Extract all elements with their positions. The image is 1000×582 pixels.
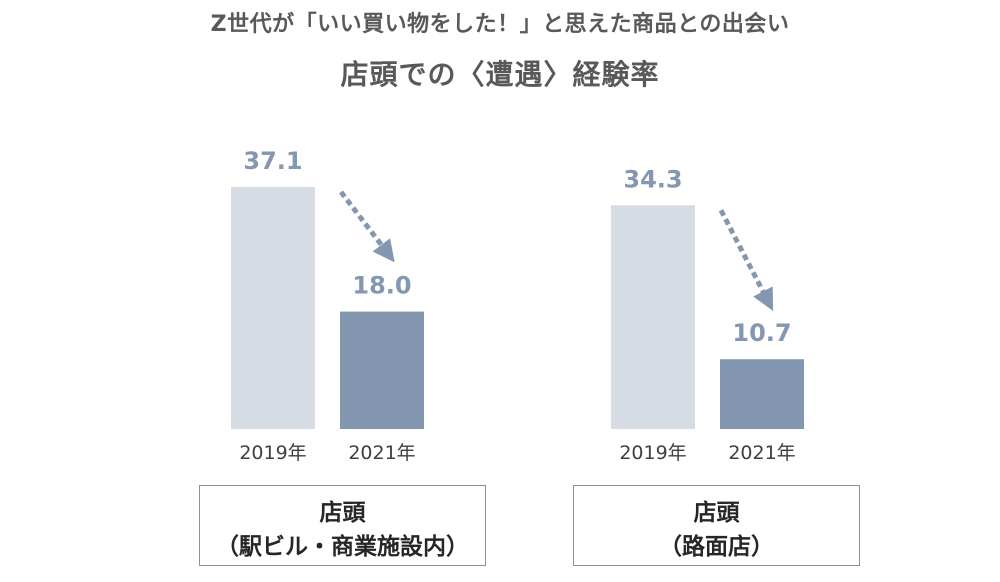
- value-label: 37.1: [243, 147, 302, 175]
- group-label-line: 店頭: [693, 500, 740, 526]
- bar-station-2021: [340, 311, 424, 429]
- category-label: 2021年: [348, 442, 415, 464]
- chart-title-line2: 店頭での〈遭遇〉経験率: [340, 58, 660, 91]
- decline-arrow-icon: [339, 190, 395, 263]
- group-label-box-street: 店頭 （路面店）: [573, 485, 860, 566]
- value-label: 10.7: [732, 319, 791, 347]
- bar-station-2019: [231, 187, 315, 429]
- bar-street-2019: [611, 205, 695, 429]
- group-label-box-station: 店頭 （駅ビル・商業施設内）: [199, 485, 486, 566]
- value-label: 34.3: [623, 165, 682, 193]
- category-label: 2019年: [239, 442, 306, 464]
- value-label: 18.0: [352, 272, 411, 300]
- chart-title-line1: Z世代が「いい買い物をした！」と思えた商品との出会い: [210, 12, 790, 37]
- bar-street-2021: [720, 359, 804, 429]
- category-label: 2021年: [728, 442, 795, 464]
- category-label: 2019年: [619, 442, 686, 464]
- group-label-line: （駅ビル・商業施設内）: [216, 534, 469, 560]
- group-label-line: 店頭: [319, 500, 366, 526]
- decline-arrow-icon: [718, 209, 774, 311]
- group-label-line: （路面店）: [659, 534, 774, 560]
